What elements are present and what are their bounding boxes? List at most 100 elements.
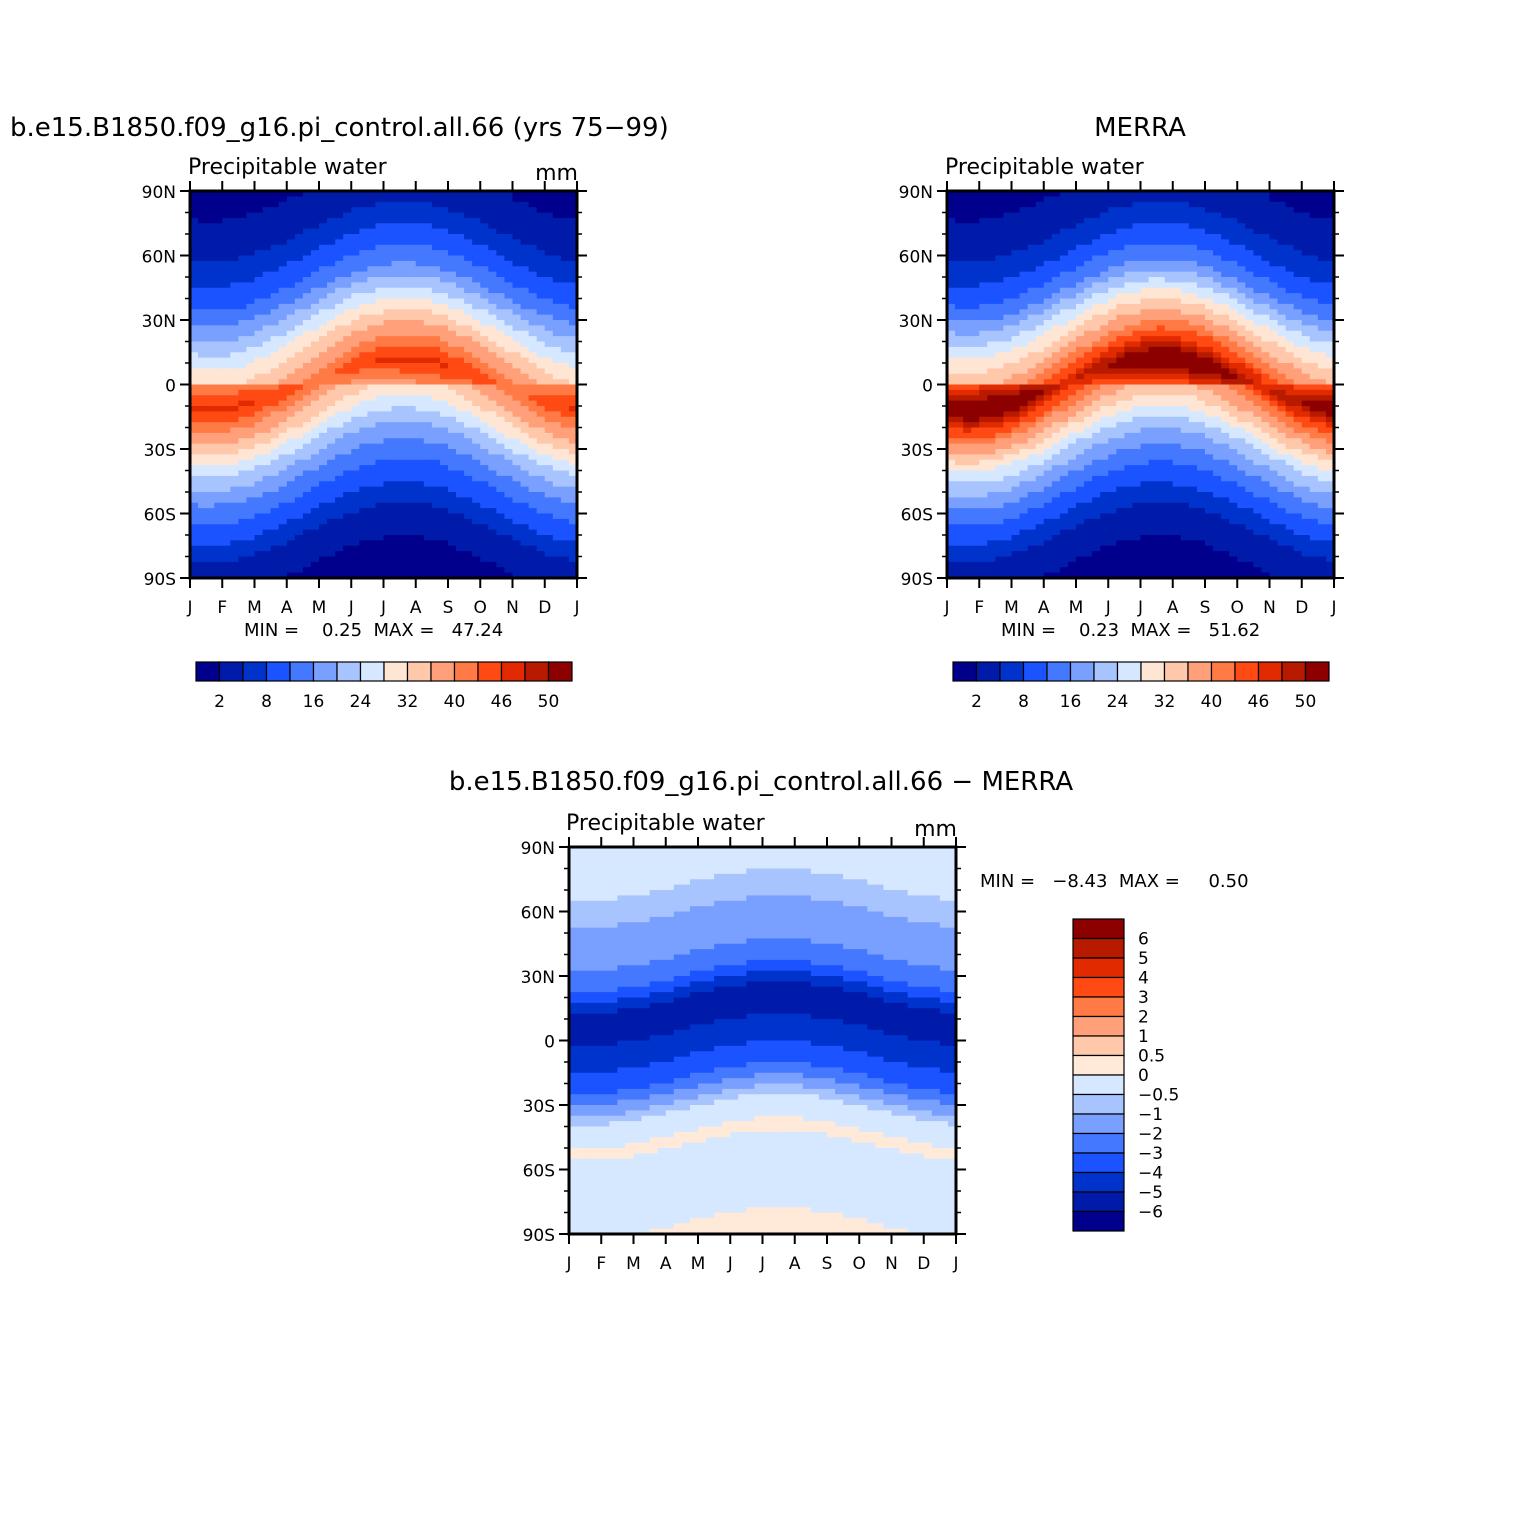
heatmap-cell (246, 497, 256, 504)
heatmap-cell (1011, 287, 1021, 294)
heatmap-cell (383, 228, 393, 235)
heatmap-cell (971, 223, 980, 230)
heatmap-cell (971, 325, 980, 332)
heatmap-cell (367, 282, 377, 289)
heatmap-cell (230, 406, 239, 412)
heatmap-cell (979, 411, 988, 418)
heatmap-cell (262, 454, 272, 461)
heatmap-cell (302, 207, 312, 214)
heatmap-cell (407, 314, 417, 321)
heatmap-cell (246, 325, 256, 332)
heatmap-cell (1092, 363, 1101, 369)
heatmap-cell (1076, 432, 1085, 439)
heatmap-cell (1003, 508, 1013, 515)
heatmap-cell (552, 287, 562, 294)
heatmap-cell (979, 234, 988, 240)
heatmap-cell (568, 303, 578, 310)
heatmap-cell (1027, 298, 1037, 305)
heatmap-cell (423, 518, 433, 525)
heatmap-cell (544, 416, 554, 423)
heatmap-cell (1067, 228, 1077, 235)
heatmap-cell (310, 416, 320, 423)
heatmap-cell (270, 196, 280, 203)
heatmap-cell (995, 556, 1005, 563)
heatmap-cell (286, 298, 296, 305)
heatmap-cell (335, 255, 344, 262)
heatmap-cell (504, 239, 514, 246)
heatmap-cell (375, 540, 385, 547)
heatmap-cell (431, 497, 441, 504)
heatmap-cell (327, 492, 336, 498)
heatmap-cell (399, 502, 409, 509)
heatmap-cell (246, 320, 256, 326)
y-tick-label: 30N (142, 312, 176, 332)
heatmap-cell (1035, 336, 1045, 343)
heatmap-cell (310, 395, 320, 402)
heatmap-cell (391, 406, 401, 412)
heatmap-cell (544, 255, 554, 262)
heatmap-cell (979, 201, 988, 208)
heatmap-cell (987, 352, 996, 359)
heatmap-cell (383, 271, 393, 278)
heatmap-cell (391, 298, 401, 305)
heatmap-cell (995, 535, 1005, 541)
heatmap-cell (238, 561, 248, 568)
heatmap-cell (367, 443, 377, 450)
heatmap-cell (270, 201, 280, 208)
heatmap-cell (544, 492, 554, 498)
heatmap-cell (464, 475, 473, 482)
heatmap-cell (222, 432, 231, 439)
heatmap-cell (198, 492, 207, 498)
heatmap-cell (1092, 357, 1101, 364)
heatmap-cell (439, 228, 449, 235)
heatmap-cell (987, 449, 996, 455)
heatmap-cell (391, 330, 401, 337)
heatmap-cell (955, 513, 964, 520)
heatmap-cell (1067, 486, 1077, 493)
heatmap-cell (464, 400, 473, 407)
heatmap-cell (1003, 497, 1013, 504)
heatmap-cell (448, 508, 457, 515)
heatmap-cell (222, 293, 231, 300)
heatmap-cell (238, 303, 248, 310)
heatmap-cell (359, 217, 368, 224)
heatmap-cell (431, 518, 441, 525)
heatmap-cell (528, 303, 538, 310)
heatmap-cell (480, 357, 489, 364)
heatmap-cell (1043, 379, 1053, 386)
heatmap-cell (238, 524, 248, 531)
heatmap-cell (214, 492, 223, 498)
heatmap-cell (238, 239, 248, 246)
heatmap-cell (560, 556, 570, 563)
heatmap-cell (456, 277, 465, 283)
heatmap-cell (230, 207, 239, 214)
heatmap-cell (536, 540, 546, 547)
heatmap-cell (963, 449, 972, 455)
heatmap-cell (995, 314, 1005, 321)
heatmap-cell (262, 357, 272, 364)
heatmap-cell (979, 303, 988, 310)
heatmap-cell (238, 277, 248, 283)
heatmap-cell (367, 207, 377, 214)
heatmap-cell (399, 395, 409, 402)
heatmap-cell (456, 497, 465, 504)
heatmap-cell (504, 228, 514, 235)
heatmap-cell (488, 255, 497, 262)
heatmap-cell (319, 352, 328, 359)
heatmap-cell (391, 454, 401, 461)
heatmap-cell (512, 314, 522, 321)
heatmap-cell (343, 465, 352, 472)
heatmap-cell (278, 556, 288, 563)
heatmap-cell (399, 540, 409, 547)
heatmap-cell (319, 271, 328, 278)
heatmap-cell (327, 260, 336, 267)
heatmap-cell (335, 492, 344, 498)
heatmap-cell (963, 346, 972, 353)
heatmap-cell (963, 303, 972, 310)
heatmap-cell (1067, 572, 1077, 579)
heatmap-cell (448, 201, 457, 208)
heatmap-cell (528, 266, 538, 273)
heatmap-cell (1035, 567, 1045, 574)
heatmap-cell (230, 293, 239, 300)
heatmap-cell (504, 481, 514, 488)
